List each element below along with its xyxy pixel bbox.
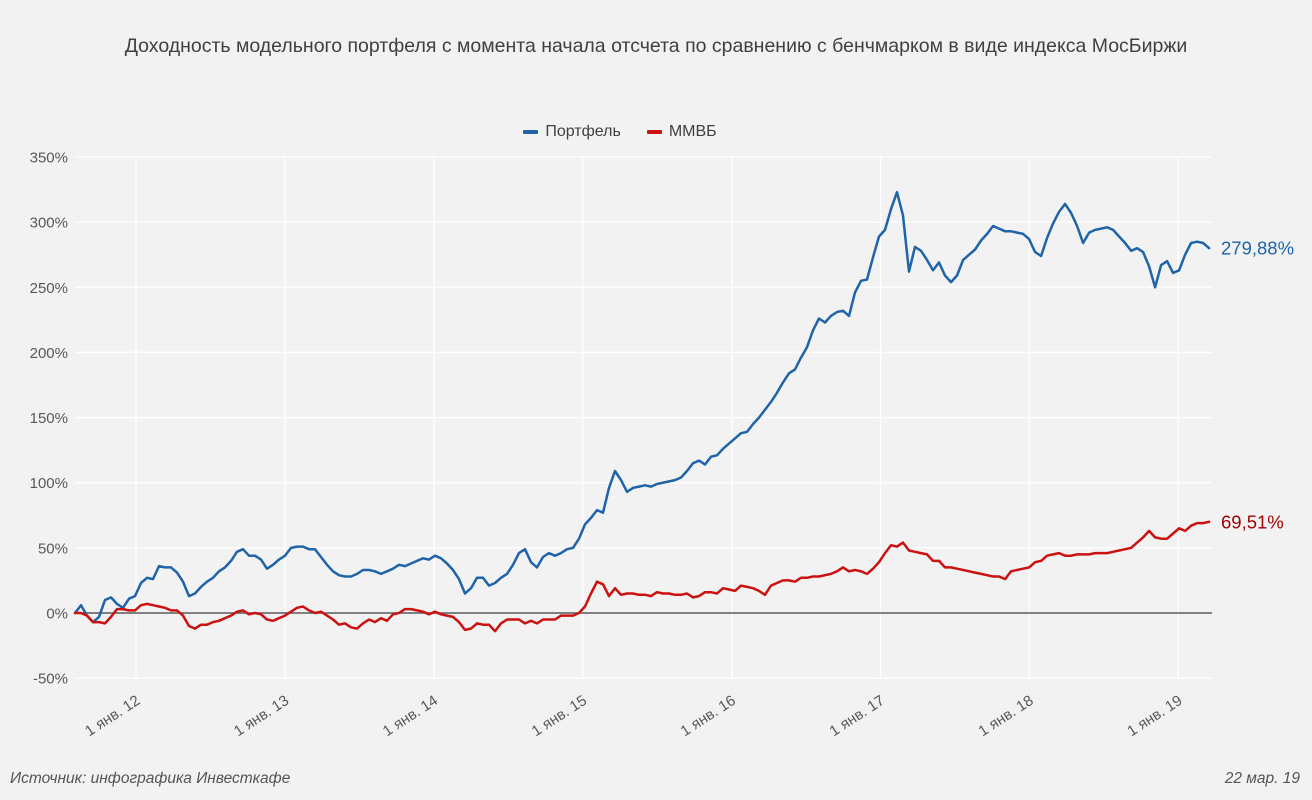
y-tick-label: 150% (30, 410, 68, 427)
x-tick-label: 1 янв. 16 (678, 692, 739, 740)
x-tick-label: 1 янв. 13 (231, 692, 292, 740)
y-tick-label: 300% (30, 215, 68, 232)
x-tick-label: 1 янв. 12 (82, 692, 143, 740)
series-end-label-ММВБ: 69,51% (1221, 511, 1284, 532)
y-tick-label: -50% (33, 671, 68, 688)
y-tick-label: 200% (30, 345, 68, 362)
legend-item-micex: ММВБ (646, 123, 717, 141)
x-tick-label: 1 янв. 17 (827, 692, 888, 740)
date-caption: 22 мар. 19 (1224, 770, 1300, 787)
y-tick-label: 250% (30, 280, 68, 297)
source-caption: Источник: инфографика Инвесткафе (10, 770, 291, 787)
chart-legend: Портфель ММВБ (0, 122, 1240, 142)
x-tick-label: 1 янв. 19 (1124, 692, 1185, 740)
series-line-Портфель (73, 190, 1211, 624)
x-tick-label: 1 янв. 14 (380, 692, 441, 740)
portfolio-line-swatch-icon (523, 130, 539, 134)
legend-item-portfolio: Портфель (523, 123, 621, 141)
y-tick-label: 50% (38, 540, 68, 557)
y-tick-label: 350% (30, 149, 68, 166)
chart-title: Доходность модельного портфеля с момента… (124, 35, 1188, 57)
y-tick-label: 0% (46, 606, 68, 623)
legend-label-portfolio: Портфель (545, 123, 621, 140)
legend-label-micex: ММВБ (668, 123, 717, 140)
micex-line-swatch-icon (646, 130, 662, 134)
y-tick-label: 100% (30, 475, 68, 492)
series-line-ММВБ (73, 520, 1211, 633)
x-tick-label: 1 янв. 18 (975, 692, 1036, 740)
x-tick-label: 1 янв. 15 (529, 692, 590, 740)
series-end-label-Портфель: 279,88% (1221, 237, 1294, 258)
